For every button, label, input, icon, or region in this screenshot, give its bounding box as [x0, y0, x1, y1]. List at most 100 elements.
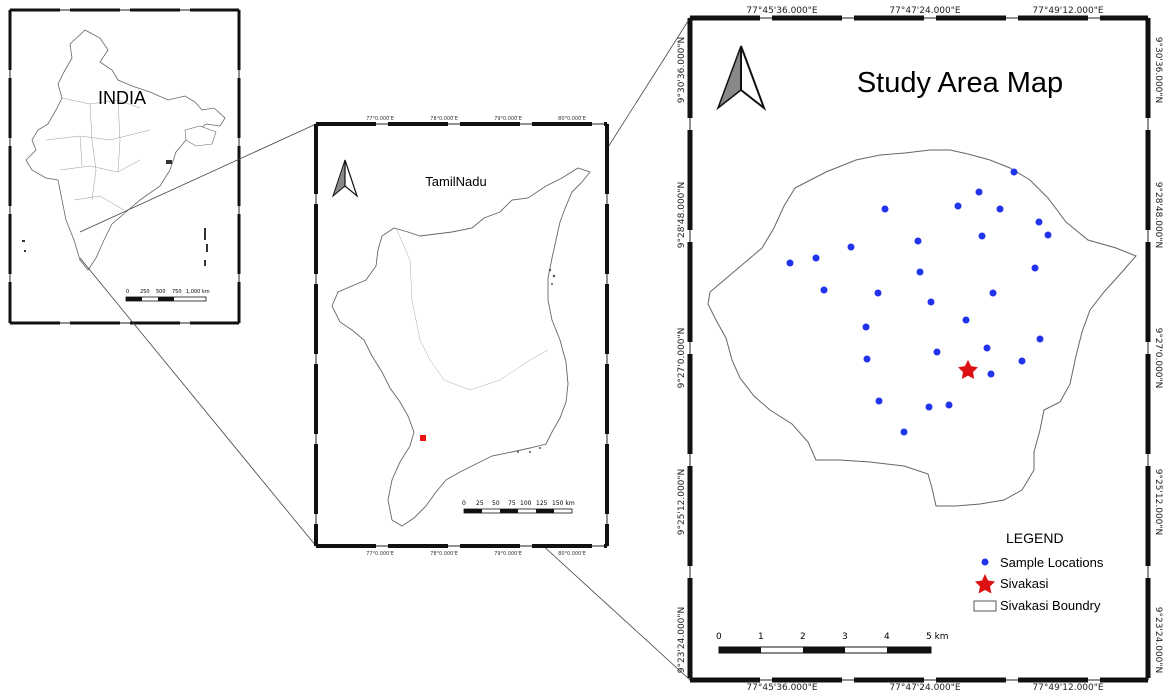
tn-scale-50: 50 [492, 500, 500, 507]
tn-top-tick: 79°0.000'E [494, 116, 522, 122]
india-scalebar: 0 250 500 750 1,000 km [125, 289, 210, 302]
study-right-tick: 9°27'0.000"N [1153, 328, 1163, 389]
sample-point [881, 205, 889, 213]
tamilnadu-map-panel: TamilNadu 0 25 50 75 100 125 150 km 77°0… [314, 116, 609, 557]
study-left-tick: 9°28'48.000"N [677, 182, 687, 249]
tn-scale-75: 75 [508, 500, 516, 507]
study-right-tick: 9°30'36.000"N [1153, 37, 1163, 104]
study-right-tick: 9°28'48.000"N [1153, 182, 1163, 249]
sample-point [862, 323, 870, 331]
study-frame-border [687, 15, 1151, 683]
india-scale-500: 500 [156, 289, 166, 295]
sample-point [1010, 168, 1018, 176]
sample-point [847, 243, 855, 251]
legend-blue-dot-icon [981, 558, 989, 566]
sivakasi-star [958, 360, 978, 379]
sample-point [1035, 218, 1043, 226]
sample-point [925, 403, 933, 411]
northeast-india [184, 125, 217, 147]
sample-point [1018, 357, 1026, 365]
tn-bottom-tick: 78°0.000'E [430, 551, 458, 557]
sample-point [812, 254, 820, 262]
sample-point [996, 205, 1004, 213]
india-scale-750: 750 [172, 289, 182, 295]
study-left-tick: 9°23'24.000"N [677, 607, 687, 674]
study-map-title: Study Area Map [857, 67, 1063, 99]
study-left-tick: 9°30'36.000"N [677, 37, 687, 104]
tamilnadu-ticks: 77°0.000'E 78°0.000'E 79°0.000'E 80°0.00… [366, 116, 586, 557]
tamilnadu-river [395, 227, 549, 391]
sample-point [1044, 231, 1052, 239]
study-scale-3: 3 [842, 632, 848, 642]
islands [22, 160, 208, 266]
legend: LEGEND Sample Locations Sivakasi Sivakas… [973, 530, 1104, 613]
sample-point [989, 289, 997, 297]
india-scale-250: 250 [140, 289, 150, 295]
sample-point [978, 232, 986, 240]
study-area-map-panel: 77°45'36.000"E 77°47'24.000"E 77°49'12.0… [677, 6, 1163, 693]
legend-sivakasi-label: Sivakasi [1000, 576, 1049, 591]
legend-sample-label: Sample Locations [1000, 555, 1104, 570]
tn-scale-25: 25 [476, 500, 484, 507]
study-top-tick: 77°45'36.000"E [746, 6, 818, 16]
study-bottom-tick: 77°49'12.000"E [1032, 683, 1104, 693]
sample-point [916, 268, 924, 276]
tn-top-tick: 78°0.000'E [430, 116, 458, 122]
study-bottom-tick: 77°45'36.000"E [746, 683, 818, 693]
sample-point [954, 202, 962, 210]
study-scalebar: 0 1 2 3 4 5 km [716, 632, 949, 654]
tn-bottom-tick: 77°0.000'E [366, 551, 394, 557]
sample-point [1031, 264, 1039, 272]
tamilnadu-outline [331, 167, 591, 527]
coastal-detail [517, 268, 556, 453]
study-north-arrow [716, 45, 767, 111]
study-left-tick: 9°27'0.000"N [677, 328, 687, 389]
tn-bottom-tick: 79°0.000'E [494, 551, 522, 557]
study-top-tick: 77°47'24.000"E [889, 6, 961, 16]
study-scale-2: 2 [800, 632, 806, 642]
sivakasi-boundary [707, 149, 1137, 507]
study-lon-ticks: 77°45'36.000"E 77°47'24.000"E 77°49'12.0… [746, 6, 1104, 693]
sample-point [975, 188, 983, 196]
sample-point [863, 355, 871, 363]
sample-point [914, 237, 922, 245]
india-title: INDIA [98, 88, 146, 108]
legend-title: LEGEND [1006, 530, 1064, 546]
study-right-tick: 9°25'12.000"N [1153, 469, 1163, 536]
tn-scale-0: 0 [462, 500, 466, 507]
tamilnadu-title: TamilNadu [425, 174, 486, 189]
legend-red-star-icon [975, 574, 995, 594]
sample-point [874, 289, 882, 297]
india-scale-1000: 1,000 km [186, 289, 210, 295]
sample-point [900, 428, 908, 436]
study-lat-ticks-left: 9°30'36.000"N 9°28'48.000"N 9°27'0.000"N… [677, 37, 687, 674]
study-lat-ticks-right: 9°30'36.000"N 9°28'48.000"N 9°27'0.000"N… [1153, 37, 1163, 674]
study-right-tick: 9°23'24.000"N [1153, 607, 1163, 674]
tamilnadu-scalebar: 0 25 50 75 100 125 150 km [462, 500, 575, 514]
india-frame-border [8, 8, 241, 325]
legend-boundary-icon [973, 600, 997, 612]
tn-top-tick: 77°0.000'E [366, 116, 394, 122]
tamilnadu-north-arrow [331, 159, 359, 198]
india-map-panel: INDIA 0 250 500 750 1,000 km [8, 8, 241, 325]
study-bottom-tick: 77°47'24.000"E [889, 683, 961, 693]
tn-scale-125: 125 [536, 500, 548, 507]
sample-point [987, 370, 995, 378]
study-left-tick: 9°25'12.000"N [677, 469, 687, 536]
tn-scale-100: 100 [520, 500, 532, 507]
sample-point [983, 344, 991, 352]
sample-point [875, 397, 883, 405]
study-scale-4: 4 [884, 632, 890, 642]
sample-point [945, 401, 953, 409]
study-scale-1: 1 [758, 632, 764, 642]
tn-scale-150: 150 km [552, 500, 575, 507]
sample-point [1036, 335, 1044, 343]
tn-top-tick: 80°0.000'E [558, 116, 586, 122]
study-area-marker [420, 435, 426, 441]
sample-point [933, 348, 941, 356]
study-scale-5: 5 km [926, 632, 949, 642]
tn-bottom-tick: 80°0.000'E [558, 551, 586, 557]
india-scale-0: 0 [126, 289, 129, 295]
sample-point [786, 259, 794, 267]
